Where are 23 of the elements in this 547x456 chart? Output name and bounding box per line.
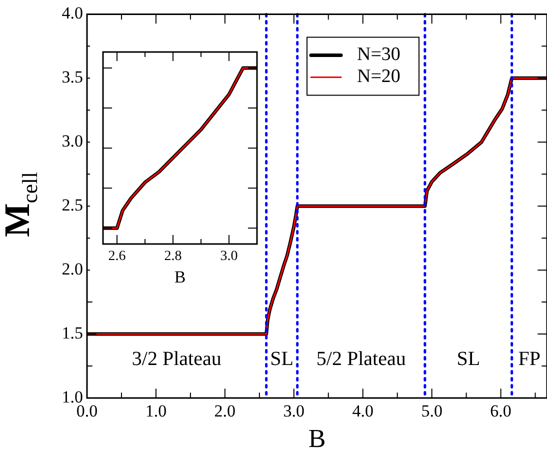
annotation: SL: [270, 348, 294, 370]
legend-label: N=30: [357, 44, 400, 66]
x-tick-label: 2.8: [164, 249, 182, 264]
x-tick-label: 6.0: [490, 402, 512, 421]
x-axis-title: B: [174, 267, 186, 286]
y-tick-label: 3.5: [62, 68, 83, 87]
x-tick-label: 2.0: [214, 402, 236, 421]
y-tick-label: 1.5: [62, 324, 83, 342]
annotation: 5/2 Plateau: [316, 348, 406, 370]
y-tick-label: 3.0: [62, 132, 83, 151]
x-tick-label: 4.0: [352, 402, 374, 421]
x-tick-label: 3.0: [220, 249, 238, 264]
annotation: 3/2 Plateau: [132, 348, 222, 370]
annotation: FP: [518, 348, 541, 370]
legend-label: N=20: [357, 66, 400, 88]
y-tick-label: 2.5: [62, 196, 83, 215]
y-tick-label: 4.0: [62, 4, 83, 23]
x-tick-label: 2.6: [108, 249, 126, 264]
x-tick-label: 3.0: [283, 402, 305, 421]
annotation: SL: [456, 348, 480, 370]
x-tick-label: 1.0: [145, 402, 167, 421]
x-axis-title: B: [308, 424, 326, 454]
x-tick-label: 5.0: [421, 402, 442, 421]
